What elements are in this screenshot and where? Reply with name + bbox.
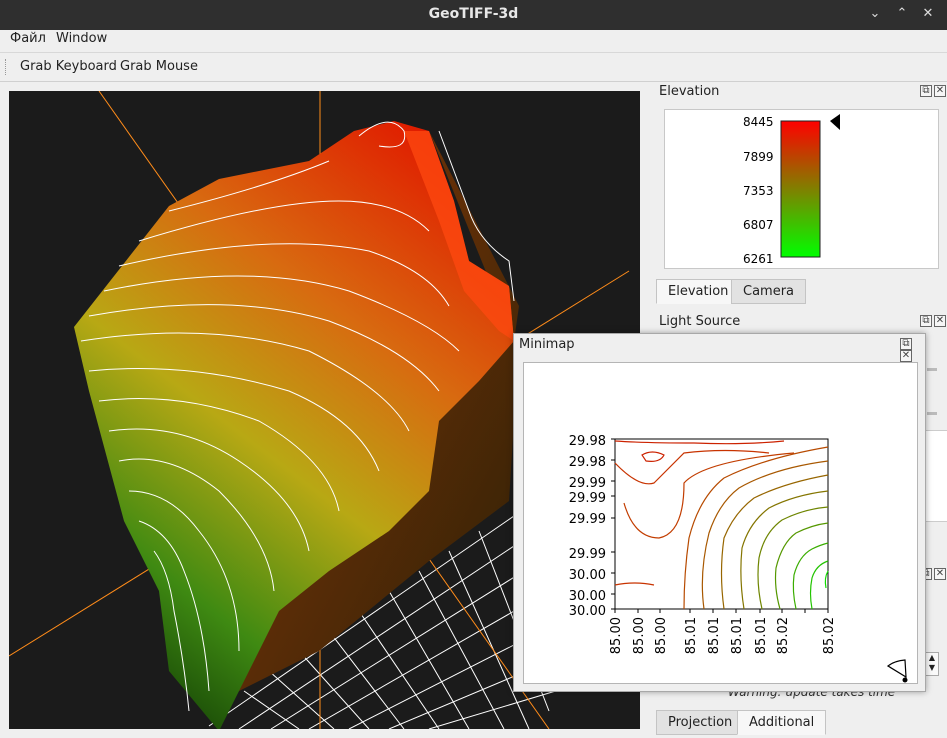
minimap-x-tick: 85.00 [609,617,624,654]
minimap-y-tick: 29.99 [569,476,606,491]
tab-elevation[interactable]: Elevation [656,279,741,304]
restore-icon[interactable]: ⌃ [896,6,908,21]
tab-projection[interactable]: Projection [656,710,745,735]
minimap-x-tick: 85.01 [754,617,769,654]
minimap-x-tick: 85.02 [822,617,837,654]
minimap-y-tick: 29.99 [569,512,606,527]
close-icon[interactable]: ✕ [900,350,912,362]
minimap-y-tick: 29.98 [569,455,606,470]
contour-lines [80,121,515,712]
light-preview [924,430,947,522]
minimap-title: Minimap [519,337,575,352]
grab-keyboard-button[interactable]: Grab Keyboard [20,59,117,74]
minimap-canvas[interactable]: 29.98 29.98 29.99 29.99 29.99 29.99 30.0… [523,362,918,684]
minimap-x-tick: 85.01 [707,617,722,654]
float-icon[interactable]: ⧉ [900,338,912,350]
minimap-y-tick: 29.99 [569,491,606,506]
toolbar-grip-icon[interactable] [5,59,8,75]
close-icon[interactable]: ✕ [934,85,946,97]
minimap-x-tick: 85.01 [730,617,745,654]
toolbar: Grab Keyboard Grab Mouse [0,52,947,82]
menu-bar: Файл Window [0,30,947,51]
minimize-icon[interactable]: ⌄ [869,6,881,21]
elevation-dock-buttons: ⧉ ✕ [918,85,946,97]
light-dock-title: Light Source [659,314,741,329]
elevation-tick: 7899 [743,150,774,164]
elevation-tick: 7353 [743,184,774,198]
minimap-y-tick: 30.00 [569,589,606,604]
close-icon[interactable]: ✕ [922,6,934,21]
minimap-contour-plot: 29.98 29.98 29.99 29.99 29.99 29.99 30.0… [569,434,908,683]
minimap-y-tick: 29.99 [569,547,606,562]
camera-view-icon[interactable] [886,659,907,679]
window-title: GeoTIFF-3d [428,6,519,22]
minimap-y-tick: 29.98 [569,434,606,449]
minimap-x-tick: 85.01 [684,617,699,654]
elevation-legend: 8445 7899 7353 6807 6261 [664,109,939,269]
menu-window[interactable]: Window [56,31,108,46]
minimap-x-tick: 85.02 [776,617,791,654]
elevation-tick: 6261 [743,252,774,266]
slider-handle[interactable] [927,412,937,415]
minimap-x-tick: 85.00 [654,617,669,654]
close-icon[interactable]: ✕ [934,315,946,327]
minimap-y-tick: 30.00 [569,604,606,619]
terrain-side [219,131,519,701]
elevation-dock-title: Elevation [659,84,720,99]
minimap-buttons: ⧉✕ [898,338,925,362]
menu-file[interactable]: Файл [10,31,46,46]
close-icon[interactable]: ✕ [934,568,946,580]
spinbox-arrows-icon[interactable]: ▲ ▼ [925,652,939,676]
grab-mouse-button[interactable]: Grab Mouse [120,59,198,74]
tab-camera[interactable]: Camera [731,279,807,304]
elevation-tick: 6807 [743,218,774,232]
minimap-x-tick: 85.00 [632,617,647,654]
terrain-surface [74,121,514,729]
slider-handle[interactable] [927,368,937,371]
minimap-window[interactable]: Minimap ⧉✕ [513,333,926,692]
elevation-pointer-icon[interactable] [830,114,840,130]
elevation-color-bar: 8445 7899 7353 6807 6261 [743,114,840,266]
minimap-y-tick: 30.00 [569,568,606,583]
elevation-tick: 8445 [743,115,774,129]
title-bar: GeoTIFF-3d ⌄ ⌃ ✕ [0,0,947,30]
light-dock-buttons: ⧉ ✕ [918,315,946,327]
float-icon[interactable]: ⧉ [920,85,932,97]
float-icon[interactable]: ⧉ [920,315,932,327]
tab-additional[interactable]: Additional [737,710,827,735]
